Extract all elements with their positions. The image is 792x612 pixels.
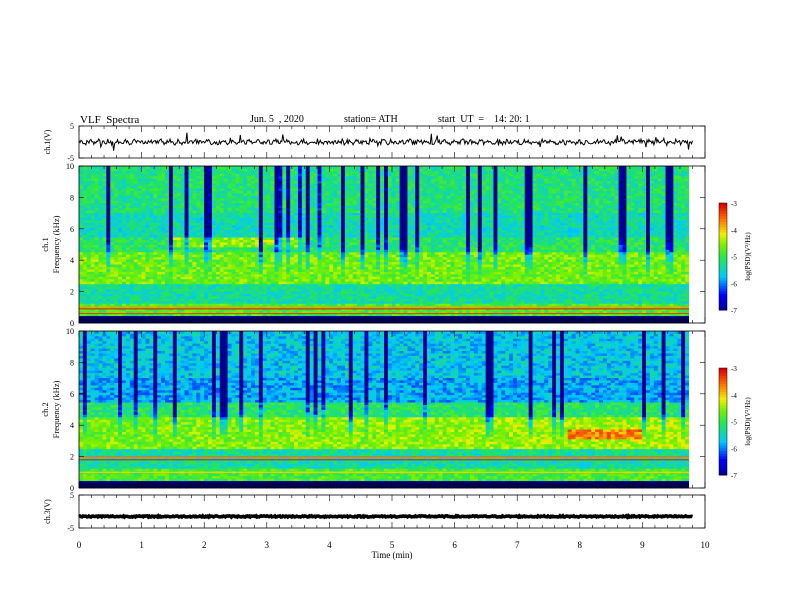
xtick-label: 6 [452,540,457,550]
ytick-label: 2 [70,288,74,297]
spectrogram-ch2 [79,331,705,488]
ytick-label: 8 [70,193,74,202]
ytick-label: 10 [66,162,74,171]
ch3-waveform-trace [79,516,693,517]
ytick-label: 6 [70,390,74,399]
xtick-label: 0 [77,540,82,550]
colorbar-tick-label: -5 [731,254,737,262]
ytick-label: -5 [67,524,74,533]
xtick-label: 10 [701,540,711,550]
ytick-label: 5 [70,122,74,131]
ytick-label: 2 [70,453,74,462]
colorbar-tick-label: -5 [731,419,737,427]
colorbar-label: log(PSD)(V²/Hz) [744,232,752,281]
colorbar-tick-label: -4 [731,392,737,400]
xtick-label: 2 [202,540,207,550]
ylabel-ch1-spectrogram: Frequency (kHz) [51,215,61,273]
xtick-label: 4 [327,540,332,550]
ytick-label: 4 [70,421,74,430]
ytick-label: 4 [70,256,74,265]
colorbar-tick-label: -4 [731,227,737,235]
xtick-label: 1 [139,540,144,550]
ytick-label: 10 [66,327,74,336]
ylabel-ch1-waveform: ch.1(V) [43,129,52,154]
ylabel-ch3-waveform: ch.3(V) [43,499,52,524]
ytick-label: 5 [70,491,74,500]
colorbar-tick-label: -3 [731,200,737,208]
spectrogram-ch1 [79,166,705,323]
colorbar-tick-label: -7 [731,307,737,315]
colorbar-tick-label: -7 [731,472,737,480]
xtick-label: 7 [515,540,520,550]
ylabel-ch2-spectrogram: ch.2 [40,402,50,416]
xtick-label: 5 [390,540,395,550]
colorbar-ch1-spectrogram: -3 -4 -5 -6 -7 log(PSD)(V²/Hz) [719,200,752,315]
ylabel-ch2-spectrogram: Frequency (kHz) [51,380,61,438]
ch1-waveform-trace [79,133,693,151]
ylabel-ch1-spectrogram: ch.1 [40,237,50,251]
colorbar-tick-label: -6 [731,280,737,288]
xtick-label: 8 [578,540,583,550]
colorbar-tick-label: -6 [731,445,737,453]
xaxis-label: Time (min) [372,550,413,560]
colorbar-label: log(PSD)(V²/Hz) [744,397,752,446]
ytick-label: 6 [70,225,74,234]
colorbar-ch2-spectrogram: -3 -4 -5 -6 -7 log(PSD)(V²/Hz) [719,365,752,480]
ytick-label: 8 [70,358,74,367]
xtick-label: 3 [265,540,270,550]
xtick-label: 9 [640,540,645,550]
colorbar-tick-label: -3 [731,365,737,373]
